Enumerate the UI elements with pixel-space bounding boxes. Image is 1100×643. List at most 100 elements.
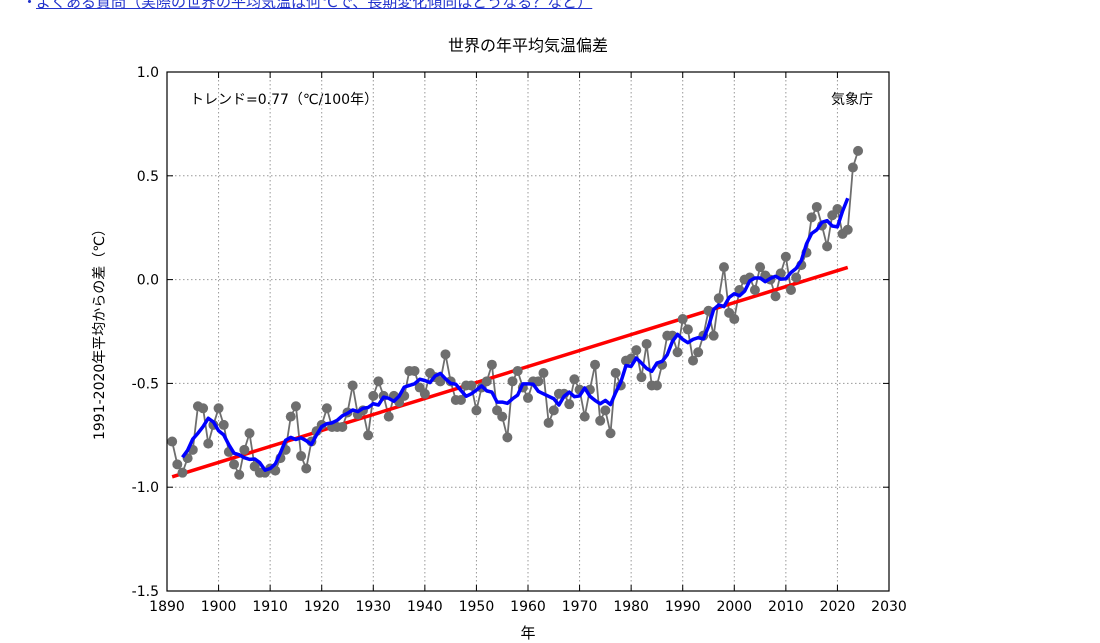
annual-point bbox=[806, 212, 817, 223]
annual-point bbox=[203, 438, 214, 449]
annual-point bbox=[610, 368, 621, 379]
annual-point bbox=[373, 376, 384, 387]
annual-point bbox=[167, 436, 178, 447]
plot-frame bbox=[166, 71, 890, 592]
chart-title: 世界の年平均気温偏差 bbox=[448, 36, 608, 55]
x-tick-label: 2030 bbox=[871, 599, 907, 615]
annual-point bbox=[419, 388, 430, 399]
annual-point bbox=[688, 355, 699, 366]
annual-point bbox=[229, 459, 240, 470]
annual-point bbox=[512, 365, 523, 376]
annual-point bbox=[368, 390, 379, 401]
annual-point bbox=[435, 376, 446, 387]
annual-point bbox=[651, 380, 662, 391]
annual-point bbox=[213, 403, 224, 414]
annual-point bbox=[569, 374, 580, 385]
x-tick-label: 2000 bbox=[716, 599, 752, 615]
y-tick-label: -1.5 bbox=[132, 584, 159, 600]
annual-point bbox=[579, 411, 590, 422]
x-tick-label: 1900 bbox=[201, 599, 237, 615]
x-tick-label: 1980 bbox=[613, 599, 649, 615]
x-tick-label: 1920 bbox=[304, 599, 340, 615]
annual-point bbox=[672, 347, 683, 358]
grid bbox=[167, 72, 889, 591]
annual-point bbox=[409, 365, 420, 376]
annual-point bbox=[605, 428, 616, 439]
y-tick-label: 0.0 bbox=[137, 273, 159, 289]
annual-point bbox=[718, 262, 729, 273]
running-mean-line bbox=[181, 197, 850, 472]
annual-point bbox=[321, 403, 332, 414]
annual-point bbox=[471, 405, 482, 416]
annual-point bbox=[811, 201, 822, 212]
annual-point bbox=[218, 419, 229, 430]
annual-point bbox=[502, 432, 513, 443]
y-tick-label: 0.5 bbox=[137, 169, 159, 185]
annual-point bbox=[641, 338, 652, 349]
annual-point bbox=[770, 291, 781, 302]
y-tick-label: -0.5 bbox=[132, 376, 159, 392]
annual-point bbox=[234, 469, 245, 480]
faq-link[interactable]: よくある質問（実際の世界の平均気温は何℃で、長期変化傾向はどうなる？など） bbox=[36, 0, 593, 11]
data-marks bbox=[167, 145, 864, 480]
trend-annotation: トレンド=0.77（℃/100年） bbox=[190, 92, 378, 108]
annual-point bbox=[729, 314, 740, 325]
x-tick-label: 2010 bbox=[768, 599, 804, 615]
annual-point bbox=[481, 376, 492, 387]
annual-point bbox=[239, 444, 250, 455]
annual-point bbox=[682, 324, 693, 335]
axis-ticks: 1890 1900 1910 1920 1930 1940 1950 1960 1970 1980… bbox=[132, 65, 907, 615]
annual-point bbox=[847, 162, 858, 173]
annual-point bbox=[822, 241, 833, 252]
y-axis-label: 1991-2020年平均からの差（℃） bbox=[92, 222, 108, 440]
annual-point bbox=[595, 415, 606, 426]
annual-point bbox=[497, 411, 508, 422]
list-bullet: ・ bbox=[22, 0, 38, 11]
annual-point bbox=[708, 330, 719, 341]
x-axis-label: 年 bbox=[520, 624, 535, 642]
y-tick-label: -1.0 bbox=[132, 480, 159, 496]
y-tick-label: 1.0 bbox=[137, 65, 159, 81]
annual-point bbox=[440, 349, 451, 360]
x-tick-label: 1910 bbox=[252, 599, 288, 615]
annual-point bbox=[347, 380, 358, 391]
annual-point bbox=[842, 224, 853, 235]
annual-point bbox=[564, 399, 575, 410]
annual-point bbox=[677, 314, 688, 325]
annual-point bbox=[383, 411, 394, 422]
x-tick-label: 1990 bbox=[665, 599, 701, 615]
annual-point bbox=[337, 421, 348, 432]
annual-point bbox=[172, 459, 183, 470]
annual-point bbox=[636, 372, 647, 383]
annual-point bbox=[543, 417, 554, 428]
annual-point bbox=[693, 347, 704, 358]
annual-point bbox=[832, 204, 843, 215]
x-tick-label: 2020 bbox=[820, 599, 856, 615]
annual-point bbox=[290, 401, 301, 412]
x-tick-label: 1950 bbox=[459, 599, 495, 615]
x-tick-label: 1960 bbox=[510, 599, 546, 615]
annual-point bbox=[455, 395, 466, 406]
annual-point bbox=[590, 359, 601, 370]
annual-point bbox=[486, 359, 497, 370]
annual-point bbox=[466, 380, 477, 391]
annual-point bbox=[631, 345, 642, 356]
annual-point bbox=[780, 251, 791, 262]
annual-point bbox=[853, 145, 864, 156]
annual-point bbox=[749, 284, 760, 295]
annual-point bbox=[533, 376, 544, 387]
annual-point bbox=[538, 368, 549, 379]
annual-point bbox=[507, 376, 518, 387]
annual-point bbox=[244, 428, 255, 439]
annual-point bbox=[296, 451, 307, 462]
x-tick-label: 1930 bbox=[355, 599, 391, 615]
annual-point bbox=[600, 405, 611, 416]
annual-point bbox=[755, 262, 766, 273]
x-tick-label: 1890 bbox=[149, 599, 185, 615]
annual-point bbox=[177, 467, 188, 478]
annual-point bbox=[548, 405, 559, 416]
annual-point bbox=[285, 411, 296, 422]
annual-point bbox=[791, 272, 802, 283]
annual-point bbox=[713, 293, 724, 304]
